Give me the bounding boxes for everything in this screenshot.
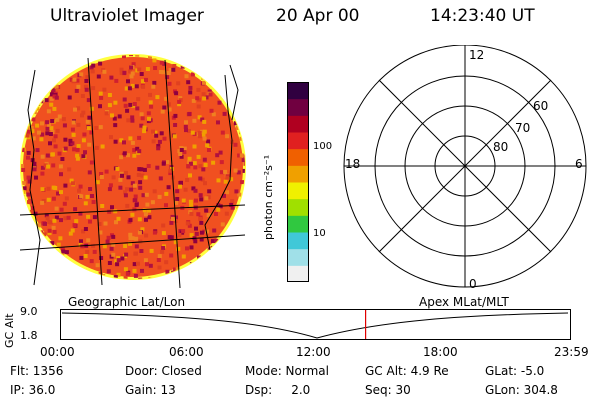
mlt-label-12: 12: [469, 48, 484, 62]
colorbar-band: [287, 132, 309, 150]
colorbar-band: [287, 115, 309, 133]
time-tick-0000: 00:00: [40, 345, 75, 359]
gc-alt-axis-title: GC Alt: [3, 313, 16, 348]
uv-image-panel: [20, 54, 246, 289]
gc-alt-bottom-value: 1.8: [20, 329, 38, 342]
mlt-label-18: 18: [345, 157, 360, 171]
colorbar-tick-100: 100: [313, 141, 333, 152]
mlt-label-0: 0: [469, 277, 477, 290]
altitude-curve: [61, 312, 569, 339]
lat-label-80: 80: [493, 140, 508, 154]
polar-mlt-plot: 12 18 6 0 60 70 80: [343, 45, 587, 290]
door-status: Door: Closed: [125, 364, 202, 378]
colorbar-band: [287, 215, 309, 233]
lat-label-60: 60: [533, 99, 548, 113]
time-tick-2359: 23:59: [554, 345, 589, 359]
colorbar-tick-10: 10: [313, 228, 326, 239]
flight-number: Flt: 1356: [10, 364, 64, 378]
orbit-timeline[interactable]: [60, 309, 572, 341]
colorbar-unit-label: photon cm⁻²s⁻¹: [262, 154, 275, 240]
colorbar-band: [287, 165, 309, 183]
colorbar-band: [287, 248, 309, 266]
colorbar-band: [287, 198, 309, 216]
colorbar-band: [287, 148, 309, 166]
polar-diagonal-2: [378, 79, 552, 253]
dsp-value: Dsp: 2.0: [245, 383, 311, 397]
observation-time: 14:23:40 UT: [430, 6, 535, 26]
geo-longitude: GLon: 304.8: [485, 383, 558, 397]
lat-label-70: 70: [515, 121, 530, 135]
apex-coords-label: Apex MLat/MLT: [419, 295, 509, 309]
gc-altitude: GC Alt: 4.9 Re: [365, 364, 449, 378]
colorbar-band: [287, 98, 309, 116]
colorbar-band: [287, 232, 309, 250]
time-tick-1200: 12:00: [296, 345, 331, 359]
geo-latitude: GLat: -5.0: [485, 364, 545, 378]
observation-date: 20 Apr 00: [276, 6, 360, 26]
colorbar-band: [287, 265, 309, 283]
colorbar-gradient: [287, 82, 309, 283]
mode-status: Mode: Normal: [245, 364, 329, 378]
colorbar-band: [287, 82, 309, 100]
geo-coords-label: Geographic Lat/Lon: [68, 295, 186, 309]
colorbar-border: [287, 82, 309, 282]
timeline-frame: [60, 309, 571, 340]
grid-lines: [20, 57, 246, 289]
ip-value: IP: 36.0: [10, 383, 56, 397]
gain-value: Gain: 13: [125, 383, 176, 397]
gc-alt-top-value: 9.0: [20, 305, 38, 318]
instrument-title: Ultraviolet Imager: [50, 6, 204, 26]
sequence-number: Seq: 30: [365, 383, 411, 397]
time-tick-1800: 18:00: [423, 345, 458, 359]
colorbar: [287, 82, 309, 283]
mlt-label-6: 6: [575, 157, 583, 171]
colorbar-band: [287, 182, 309, 200]
time-tick-0600: 06:00: [169, 345, 204, 359]
